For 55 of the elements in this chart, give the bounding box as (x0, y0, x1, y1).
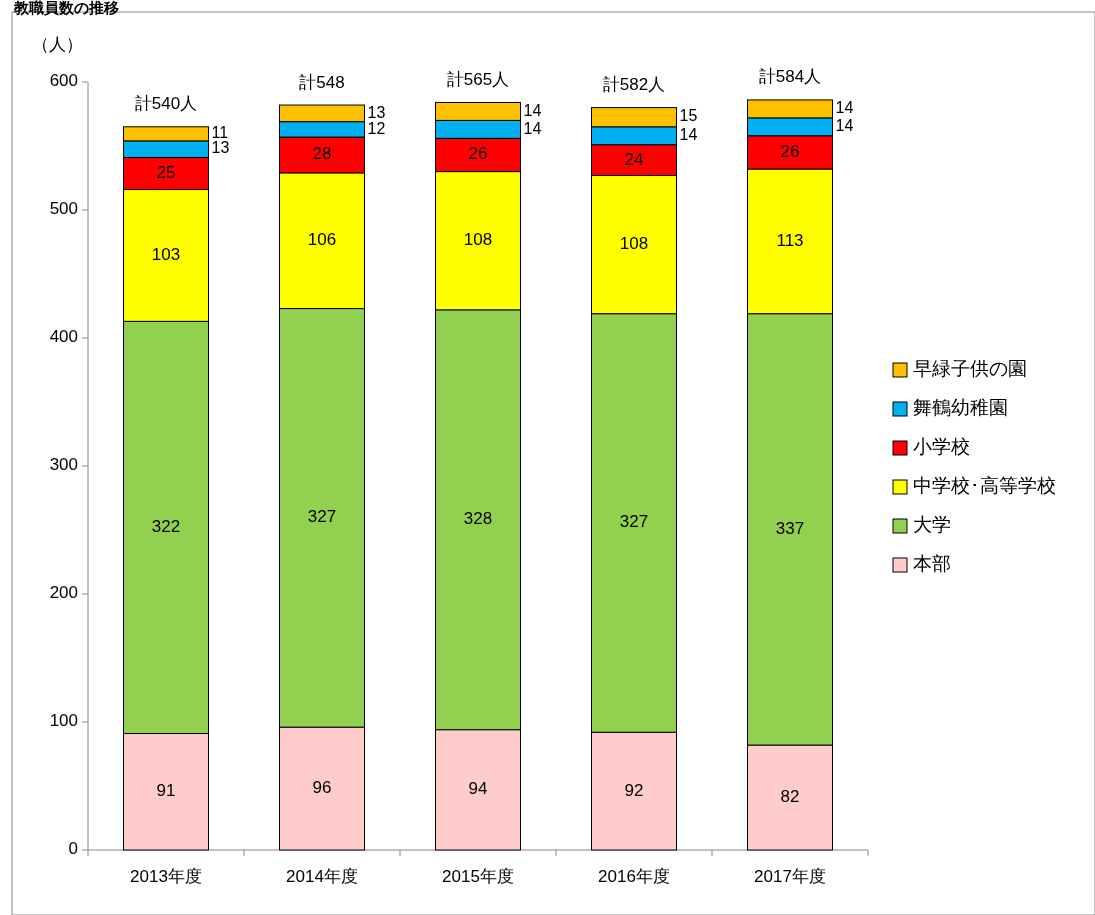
data-label: 94 (468, 779, 488, 799)
y-tick-label: 500 (49, 199, 78, 219)
data-label: 322 (151, 516, 181, 536)
y-tick-label: 300 (49, 455, 78, 475)
data-label: 14 (679, 125, 698, 143)
data-label: 28 (312, 144, 332, 164)
y-tick-label: 600 (49, 71, 78, 91)
y-tick-label: 100 (49, 711, 78, 731)
data-label: 103 (151, 244, 181, 264)
data-label: 14 (835, 117, 854, 135)
legend-label: 大学 (913, 514, 951, 536)
x-tick-label: 2015年度 (442, 867, 514, 886)
legend-label: 本部 (913, 553, 951, 575)
data-label: 328 (463, 509, 493, 529)
data-label: 92 (624, 780, 644, 800)
data-label: 12 (367, 119, 386, 137)
data-label: 108 (619, 234, 649, 254)
x-tick-label: 2017年度 (754, 867, 826, 886)
total-label: 計540人 (134, 94, 198, 114)
chart-title: 教職員数の推移 (13, 0, 119, 16)
data-label: 337 (775, 518, 805, 538)
legend-label: 小学校 (913, 436, 970, 458)
data-label: 108 (463, 230, 493, 250)
y-tick-label: 200 (49, 583, 78, 603)
data-label: 26 (780, 141, 800, 161)
data-label: 91 (156, 781, 176, 801)
data-label: 14 (835, 99, 854, 117)
x-tick-label: 2013年度 (130, 867, 202, 886)
total-label: 計582人 (602, 75, 666, 95)
data-label: 14 (523, 101, 542, 119)
legend-label: 中学校･高等学校 (913, 475, 1056, 497)
legend-label: 舞鶴幼稚園 (913, 397, 1008, 419)
total-label: 計584人 (758, 67, 822, 87)
x-tick-label: 2016年度 (598, 867, 670, 886)
data-label: 113 (776, 230, 804, 250)
data-label: 11 (211, 124, 229, 142)
data-label: 13 (367, 103, 386, 121)
data-label: 14 (523, 119, 542, 137)
data-label: 96 (312, 778, 332, 798)
data-label: 25 (156, 163, 176, 182)
x-tick-label: 2014年度 (286, 867, 358, 886)
total-label: 計548 (299, 72, 345, 92)
data-label: 327 (619, 512, 649, 532)
y-axis-title: （人） (32, 35, 83, 54)
data-label: 327 (307, 507, 337, 527)
data-label: 24 (624, 149, 644, 169)
data-label: 13 (211, 139, 230, 157)
data-label: 26 (468, 144, 488, 164)
data-label: 82 (780, 787, 800, 806)
legend-label: 早緑子供の園 (913, 358, 1027, 380)
data-label: 15 (679, 107, 698, 125)
y-tick-label: 400 (49, 327, 78, 347)
y-tick-label: 0 (68, 839, 78, 859)
data-label: 106 (307, 230, 337, 250)
total-label: 計565人 (446, 69, 510, 89)
